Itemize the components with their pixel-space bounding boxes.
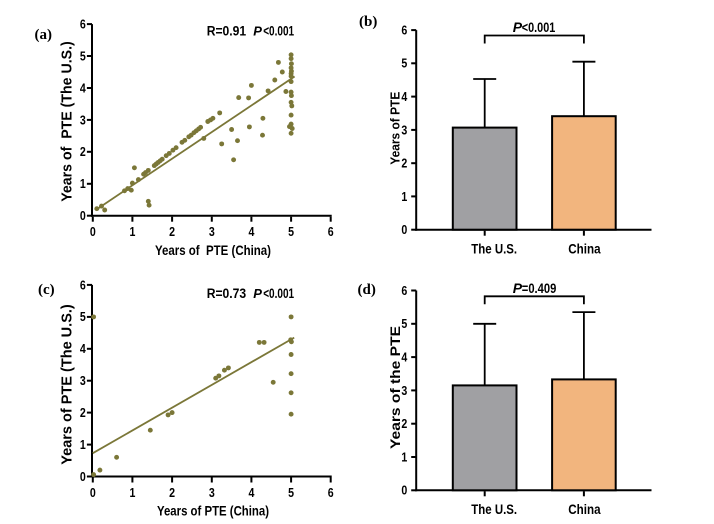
svg-text:P: P: [253, 286, 262, 301]
svg-text:=0.409: =0.409: [522, 280, 557, 296]
svg-text:5: 5: [288, 225, 294, 239]
svg-text:(a): (a): [35, 27, 53, 43]
svg-text:<0.001: <0.001: [263, 286, 294, 301]
svg-text:6: 6: [80, 18, 86, 32]
svg-text:China: China: [568, 502, 601, 517]
svg-text:0: 0: [401, 223, 407, 237]
svg-text:5: 5: [401, 57, 407, 71]
svg-text:4: 4: [401, 351, 407, 365]
svg-text:3: 3: [209, 486, 215, 500]
svg-text:Years of the PTE: Years of the PTE: [388, 326, 403, 449]
svg-text:P: P: [513, 280, 523, 296]
svg-text:<0.001: <0.001: [522, 19, 556, 35]
svg-text:(c): (c): [38, 282, 55, 298]
svg-text:Years of PTE (China): Years of PTE (China): [157, 503, 269, 519]
svg-text:R=0.91: R=0.91: [207, 23, 247, 38]
svg-text:4: 4: [80, 81, 86, 95]
svg-text:1: 1: [80, 177, 86, 191]
svg-text:(b): (b): [359, 14, 377, 30]
svg-text:0: 0: [80, 209, 86, 223]
svg-text:2: 2: [80, 145, 86, 159]
svg-text:6: 6: [401, 284, 407, 298]
svg-text:2: 2: [169, 486, 175, 500]
svg-text:4: 4: [401, 90, 407, 104]
svg-text:China: China: [568, 242, 601, 257]
svg-text:<0.001: <0.001: [263, 23, 294, 38]
svg-text:1: 1: [129, 225, 135, 239]
svg-text:4: 4: [248, 486, 254, 500]
svg-text:3: 3: [401, 123, 407, 137]
svg-text:2: 2: [401, 417, 407, 431]
svg-text:5: 5: [401, 317, 407, 331]
svg-text:3: 3: [80, 113, 86, 127]
svg-text:P: P: [253, 23, 262, 38]
svg-text:Years of PTE (The U.S.): Years of PTE (The U.S.): [59, 41, 76, 202]
svg-text:4: 4: [80, 342, 86, 356]
svg-text:5: 5: [80, 49, 86, 63]
svg-text:Years of PTE (The U.S.): Years of PTE (The U.S.): [59, 304, 76, 465]
svg-text:1: 1: [80, 438, 86, 452]
svg-text:4: 4: [248, 225, 254, 239]
svg-text:3: 3: [401, 384, 407, 398]
svg-text:6: 6: [328, 486, 334, 500]
svg-text:Years of PTE (China): Years of PTE (China): [155, 242, 271, 258]
svg-text:6: 6: [401, 24, 407, 38]
svg-text:1: 1: [401, 190, 407, 204]
svg-text:(d): (d): [358, 282, 376, 298]
svg-text:2: 2: [80, 406, 86, 420]
svg-text:1: 1: [129, 486, 135, 500]
svg-text:2: 2: [401, 157, 407, 171]
svg-text:3: 3: [209, 225, 215, 239]
svg-text:1: 1: [401, 450, 407, 464]
svg-text:6: 6: [80, 278, 86, 292]
svg-text:The U.S.: The U.S.: [471, 242, 517, 257]
svg-text:The U.S.: The U.S.: [471, 502, 517, 517]
svg-text:0: 0: [90, 225, 96, 239]
svg-text:3: 3: [80, 374, 86, 388]
svg-text:R=0.73: R=0.73: [207, 286, 247, 301]
svg-text:0: 0: [401, 484, 407, 498]
svg-text:P: P: [513, 19, 523, 35]
svg-text:Years of PTE: Years of PTE: [389, 92, 403, 165]
svg-text:0: 0: [80, 470, 86, 484]
svg-text:2: 2: [169, 225, 175, 239]
svg-text:5: 5: [288, 486, 294, 500]
svg-text:0: 0: [90, 486, 96, 500]
svg-text:5: 5: [80, 310, 86, 324]
svg-text:6: 6: [328, 225, 334, 239]
